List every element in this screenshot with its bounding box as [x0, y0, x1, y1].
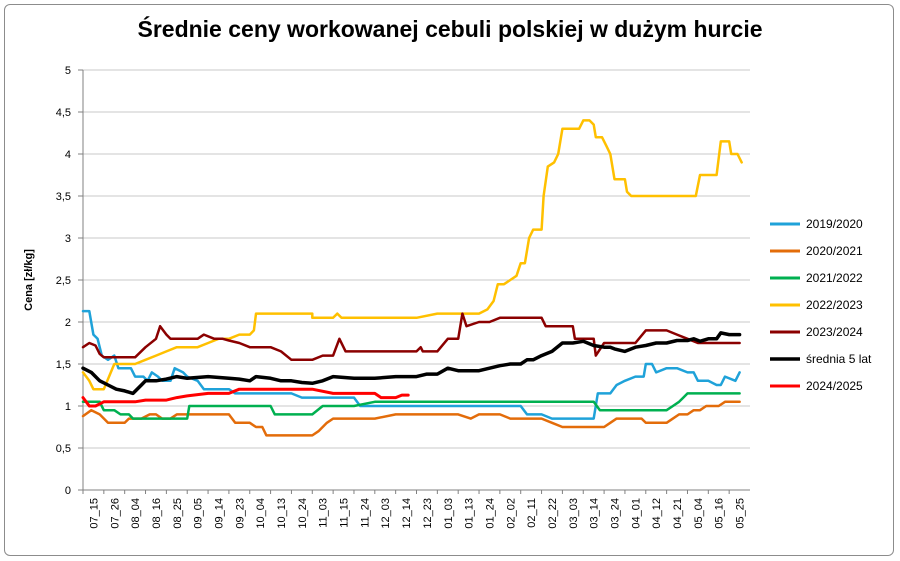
x-tick-label: 01_13	[464, 498, 476, 529]
y-tick-label: 0,5	[56, 443, 71, 455]
x-tick-label: 04_12	[651, 498, 663, 529]
x-tick-label: 12_23	[422, 498, 434, 529]
x-tick-label: 12_03	[380, 498, 392, 529]
x-tick-label: 02_11	[526, 498, 538, 528]
series-line-6	[81, 387, 410, 408]
x-tick-label: 05_25	[735, 498, 747, 529]
x-tick-label: 12_14	[401, 498, 413, 529]
x-tick-label: 10_13	[276, 498, 288, 529]
y-tick-label: 4	[65, 149, 71, 161]
x-tick-label: 05_04	[693, 498, 705, 529]
legend-label: 2023/2024	[806, 325, 863, 339]
legend-label: 2021/2022	[806, 271, 863, 285]
series-line-5	[81, 331, 742, 396]
x-tick-label: 11_15	[339, 498, 351, 528]
legend-label: 2024/2025	[806, 379, 863, 393]
y-tick-label: 3	[65, 233, 71, 245]
y-tick-label: 4,5	[56, 107, 71, 119]
y-tick-labels: 0 0,5 1 1,5 2 2,5 3 3,5 4 4,5 5	[56, 65, 83, 497]
legend-label: 2022/2023	[806, 298, 863, 312]
y-tick-label: 0	[65, 485, 71, 497]
x-tick-label: 09_14	[213, 498, 225, 529]
y-axis-label: Cena [zł/kg]	[23, 249, 35, 311]
y-tick-label: 1,5	[56, 359, 71, 371]
x-tick-label: 03_24	[610, 498, 622, 529]
x-tick-label: 09_23	[234, 498, 246, 529]
x-tick-label: 08_16	[151, 498, 163, 529]
legend-label: 2020/2021	[806, 244, 863, 258]
series-line-0	[81, 309, 741, 420]
x-tick-label: 02_22	[547, 498, 559, 529]
grid-lines	[83, 69, 750, 449]
x-tick-label: 11_03	[318, 498, 330, 528]
x-tick-label: 08_25	[172, 498, 184, 529]
legend: 2019/2020 2020/2021 2021/2022 2022/2023 2023…	[770, 217, 872, 393]
legend-label: średnia 5 lat	[806, 352, 872, 366]
y-tick-label: 1	[65, 401, 71, 413]
x-tick-label: 09_05	[193, 498, 205, 529]
y-tick-label: 2	[65, 317, 71, 329]
x-tick-label: 08_04	[130, 498, 142, 529]
x-tick-label: 11_24	[359, 498, 371, 528]
x-tick-label: 05_16	[714, 498, 726, 529]
x-tick-labels: 07_15 07_26 08_04 08_16 08_25 09_05 09_14 09_23…	[82, 490, 747, 529]
series-line-4	[81, 312, 741, 362]
chart-title: Średnie ceny workowanej cebuli polskiej …	[137, 16, 763, 42]
series-line-2	[81, 392, 741, 420]
x-tick-label: 02_02	[505, 498, 517, 529]
x-tick-label: 04_21	[672, 498, 684, 529]
series-lines	[81, 119, 743, 437]
legend-label: 2019/2020	[806, 217, 863, 231]
x-tick-label: 03_03	[568, 498, 580, 529]
x-tick-label: 10_04	[255, 498, 267, 529]
series-line-3	[81, 119, 743, 391]
x-tick-label: 07_26	[109, 498, 121, 529]
x-tick-label: 07_15	[88, 498, 100, 529]
y-tick-label: 2,5	[56, 275, 71, 287]
x-tick-label: 03_14	[589, 498, 601, 529]
y-tick-label: 5	[65, 65, 71, 77]
x-tick-label: 10_24	[297, 498, 309, 529]
x-tick-label: 01_24	[484, 498, 496, 529]
x-tick-label: 01_03	[443, 498, 455, 529]
x-tick-label: 04_01	[630, 498, 642, 529]
y-tick-label: 3,5	[56, 191, 71, 203]
